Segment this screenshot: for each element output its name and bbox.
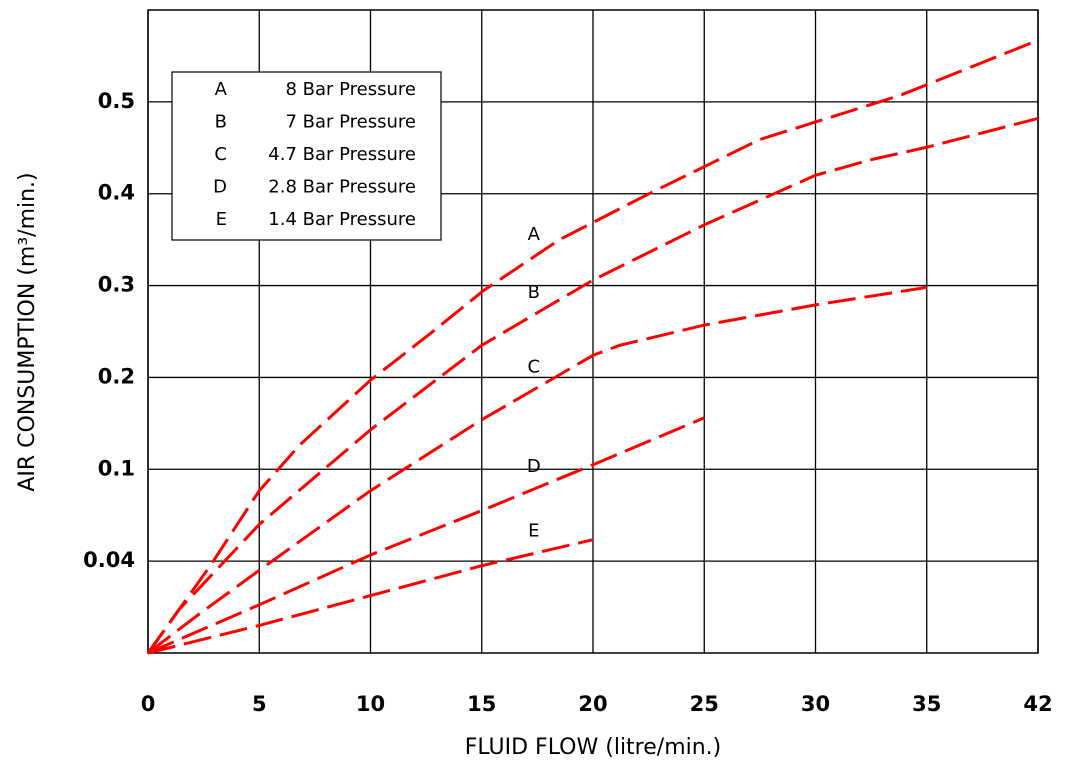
legend-entry: 1.4 Bar Pressure [268, 209, 416, 230]
x-tick-label: 30 [801, 692, 830, 716]
curve-label: C [527, 357, 540, 378]
legend-entry: 8 Bar Pressure [285, 79, 416, 100]
legend-entry: 4.7 Bar Pressure [268, 144, 416, 165]
series-line [147, 538, 594, 655]
x-tick-label: 5 [252, 692, 267, 716]
legend-letter: B [215, 112, 227, 133]
legend-letter: D [213, 177, 227, 198]
y-tick-label: 0.2 [98, 364, 135, 388]
legend-letter: C [214, 144, 227, 165]
legend-letter: E [216, 209, 227, 230]
series-line [146, 116, 1039, 654]
y-tick-label: 0.3 [98, 273, 135, 297]
x-tick-label: 15 [467, 692, 496, 716]
legend-entry: 7 Bar Pressure [285, 112, 416, 133]
y-tick-label: 0.5 [98, 89, 135, 113]
y-tick-label: 0.1 [98, 456, 135, 480]
series-line [147, 416, 705, 655]
x-tick-label: 35 [912, 692, 941, 716]
legend-letter: A [215, 79, 228, 100]
x-tick-label: 10 [356, 692, 385, 716]
y-tick-label: 0.4 [98, 181, 135, 205]
x-tick-label: 42 [1023, 692, 1052, 716]
legend: A 8 Bar Pressure B 7 Bar Pressure C 4.7 Bar P… [171, 71, 442, 241]
series-line [147, 285, 928, 655]
curve-label: A [528, 224, 541, 245]
curve-label: E [528, 521, 539, 542]
legend-box [171, 71, 442, 241]
y-tick-label: 0.04 [83, 548, 135, 572]
x-axis-title: FLUID FLOW (litre/min.) [465, 735, 722, 760]
x-tick-label: 25 [690, 692, 719, 716]
plot-frame [147, 9, 1039, 654]
x-tick-label: 20 [578, 692, 607, 716]
curve-label: B [528, 282, 540, 303]
x-tick-label: 0 [141, 692, 156, 716]
curve-label: D [527, 456, 541, 477]
series-line [146, 38, 1039, 654]
y-axis-title: AIR CONSUMPTION (m³/min.) [15, 172, 40, 491]
legend-entry: 2.8 Bar Pressure [268, 177, 416, 198]
